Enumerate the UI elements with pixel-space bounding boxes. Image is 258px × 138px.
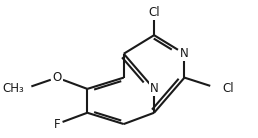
Text: N: N	[150, 82, 158, 95]
Text: Cl: Cl	[148, 6, 160, 19]
Text: F: F	[54, 118, 60, 131]
Text: CH₃: CH₃	[2, 82, 24, 95]
Text: Cl: Cl	[222, 82, 234, 95]
Text: O: O	[52, 71, 62, 84]
Text: N: N	[180, 47, 189, 60]
